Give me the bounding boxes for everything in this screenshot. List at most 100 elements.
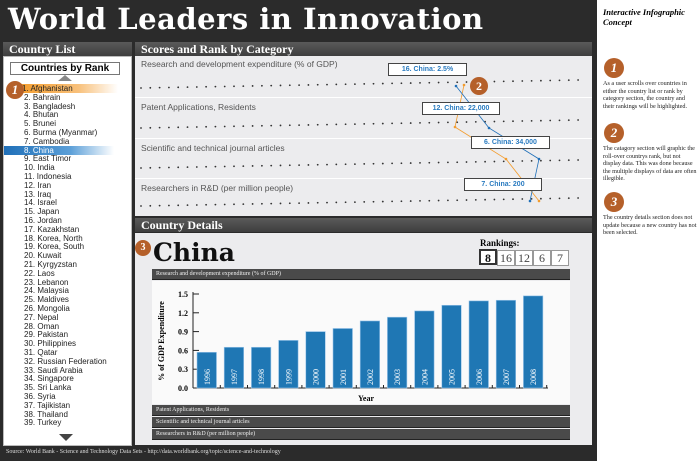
rank-dot[interactable] [540,197,542,200]
country-item[interactable]: 28. Oman [24,321,60,331]
rank-dot[interactable] [512,198,514,201]
rank-dot[interactable] [419,200,421,202]
rank-dot[interactable] [316,83,319,86]
rank-dot[interactable] [140,87,142,89]
country-item[interactable]: 33. Saudi Arabia [24,365,83,375]
china-rank-line-dot[interactable] [537,157,541,161]
rank-dot[interactable] [502,160,505,163]
rank-dot[interactable] [316,123,319,126]
rank-dot[interactable] [512,160,514,163]
rank-dot[interactable] [186,204,189,207]
section-rd[interactable]: Research and development expenditure (% … [152,269,570,280]
rank-dot[interactable] [409,200,412,202]
rank-dot[interactable] [400,200,403,203]
rank-dot[interactable] [168,126,170,129]
rank-dot[interactable] [354,83,356,85]
rank-dot[interactable] [577,159,579,161]
rank-dot[interactable] [400,162,403,165]
rank-dot[interactable] [223,165,226,168]
rank-dot[interactable] [242,125,245,128]
rank-dot[interactable] [326,201,328,204]
rank-dot[interactable] [223,203,226,206]
rank-dot[interactable] [214,125,217,128]
rank-dot[interactable] [521,160,524,162]
rank-dot[interactable] [158,86,161,89]
china-rank-line-dot[interactable] [487,126,491,130]
rank-dot[interactable] [316,201,319,204]
rank-dot[interactable] [381,162,384,165]
rank-dot[interactable] [158,204,161,207]
rank-dot[interactable] [270,202,273,205]
sort-dropdown[interactable]: Countries by Rank [10,62,120,75]
rank-dot[interactable] [177,126,180,129]
rank-dot[interactable] [419,122,421,124]
rank-dot[interactable] [409,162,412,164]
rank-dot[interactable] [549,159,552,162]
rank-dot[interactable] [288,164,291,167]
country-item[interactable]: 24. Malaysia [24,286,69,296]
rank-dot[interactable] [288,84,291,87]
rank-dot[interactable] [140,167,142,169]
country-item[interactable]: 7. Cambodia [24,136,70,146]
rank-dot[interactable] [437,199,440,202]
rank-dot[interactable] [474,120,477,123]
rank-dot[interactable] [530,119,533,122]
country-item[interactable]: 20. Kuwait [24,251,62,261]
rank-dot[interactable] [354,163,356,165]
rank-dot[interactable] [168,166,170,169]
rank-dot[interactable] [158,126,161,129]
rank-dot[interactable] [484,160,486,163]
rank-dot[interactable] [205,165,208,168]
scroll-down-icon[interactable] [59,434,73,441]
country-item[interactable]: 38. Thailand [24,409,68,419]
rank-dot[interactable] [214,85,217,88]
rank-dot[interactable] [261,84,263,87]
rank-dot[interactable] [233,85,235,88]
rank-dot[interactable] [233,125,235,128]
rank-dot[interactable] [140,205,142,207]
rank-dot[interactable] [549,197,552,200]
country-item[interactable]: 19. Korea, South [24,242,85,252]
country-item[interactable]: 5. Brunei [24,119,57,129]
country-item[interactable]: 32. Russian Federation [24,356,107,366]
rank-dot[interactable] [195,126,198,128]
rank-dot[interactable] [270,124,273,127]
rank-dot[interactable] [242,165,245,168]
rank-dot[interactable] [354,201,356,203]
rank-dot[interactable] [493,80,496,83]
rank-dot[interactable] [558,197,561,200]
rank-dot[interactable] [186,126,189,129]
rank-dot[interactable] [251,85,254,87]
rank-dot[interactable] [261,164,263,167]
afghanistan-rank-line-dot[interactable] [462,83,466,87]
rank-dot[interactable] [195,204,198,206]
country-item[interactable]: 12. Iran [24,180,52,190]
rank-dot[interactable] [177,86,180,89]
rank-dot[interactable] [419,162,421,164]
rank-dot[interactable] [279,202,282,205]
rank-dot[interactable] [149,126,152,129]
rank-dot[interactable] [447,121,449,124]
country-item[interactable]: 17. Kazakhstan [24,224,80,234]
rank-dot[interactable] [521,120,524,122]
rank-dot[interactable] [456,199,459,202]
country-item[interactable]: 10. India [24,163,55,173]
rank-dot[interactable] [521,198,524,200]
rank-dot[interactable] [400,82,403,85]
rank-dot[interactable] [577,119,579,121]
rank-dot[interactable] [335,83,338,86]
rank-dot[interactable] [344,163,347,166]
country-item[interactable]: 13. Iraq [24,189,52,199]
rank-dot[interactable] [577,197,579,199]
rank-dot[interactable] [242,203,245,206]
rank-dot[interactable] [298,84,300,87]
rank-dot[interactable] [558,119,561,122]
rank-dot[interactable] [288,202,291,205]
rank-dot[interactable] [149,86,152,89]
afghanistan-rank-line-dot[interactable] [504,157,508,161]
rank-dot[interactable] [205,85,208,88]
rank-dot[interactable] [447,161,449,164]
rank-dot[interactable] [223,125,226,128]
rank-dot[interactable] [326,83,328,86]
rank-dot[interactable] [456,161,459,164]
